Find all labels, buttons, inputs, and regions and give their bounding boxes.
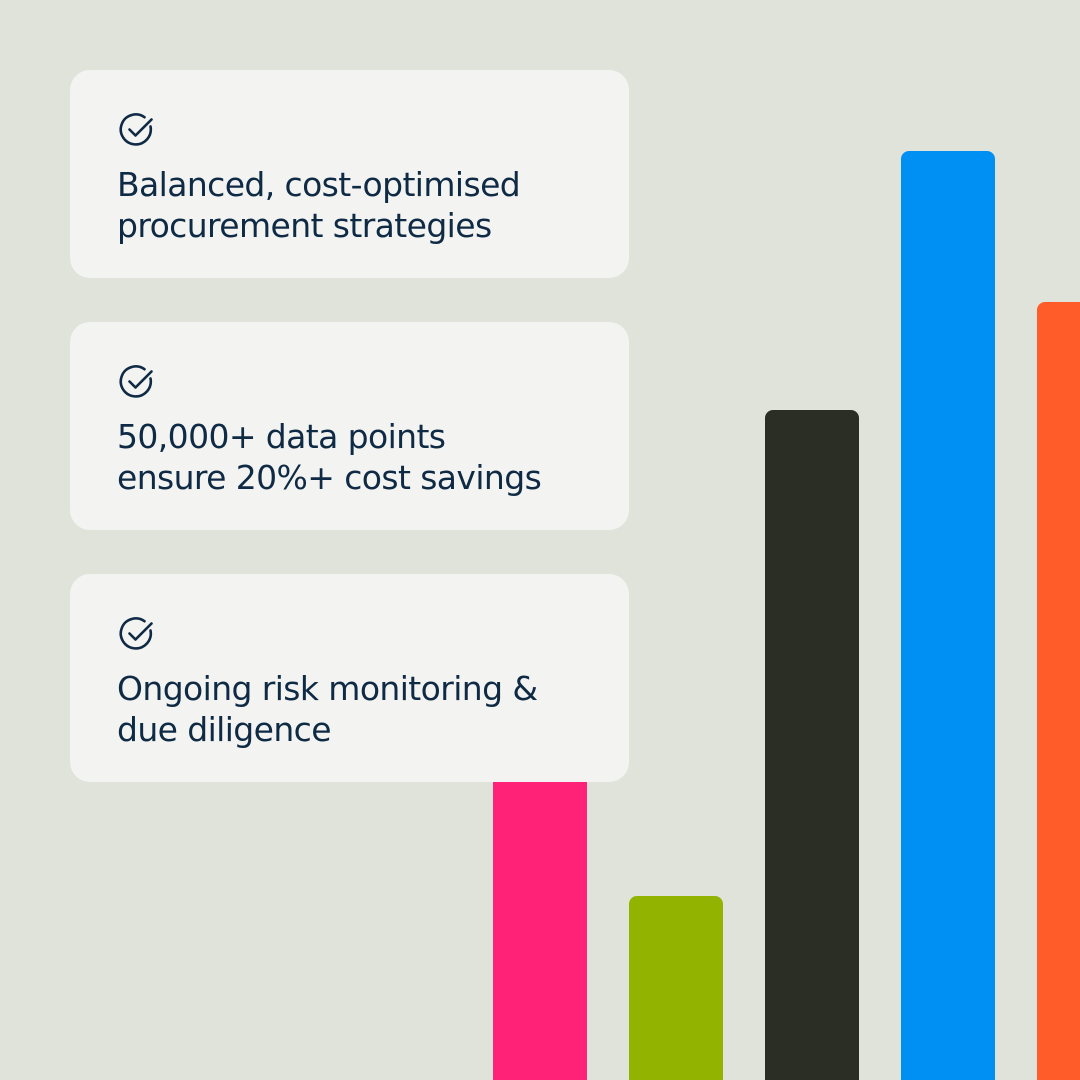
check-circle-icon: [119, 617, 153, 650]
feature-text: Balanced, cost-optimised procurement str…: [117, 164, 617, 246]
feature-line: Balanced, cost-optimised: [117, 165, 521, 204]
feature-line: Ongoing risk monitoring &: [117, 669, 538, 708]
check-circle-icon: [119, 113, 153, 146]
feature-line: due diligence: [117, 710, 332, 749]
chart-bar: [1037, 302, 1080, 1080]
feature-text: Ongoing risk monitoring & due diligence: [117, 668, 617, 750]
chart-bar: [901, 151, 995, 1080]
feature-line: 50,000+ data points: [117, 417, 446, 456]
feature-text: 50,000+ data points ensure 20%+ cost sav…: [117, 416, 617, 498]
feature-line: ensure 20%+ cost savings: [117, 458, 542, 497]
feature-card-risk-monitoring: Ongoing risk monitoring & due diligence: [70, 574, 629, 782]
feature-card-data-points: 50,000+ data points ensure 20%+ cost sav…: [70, 322, 629, 530]
check-circle-icon: [119, 365, 153, 398]
chart-bar: [765, 410, 859, 1080]
feature-card-procurement: Balanced, cost-optimised procurement str…: [70, 70, 629, 278]
chart-bar: [629, 896, 723, 1080]
feature-line: procurement strategies: [117, 206, 492, 245]
